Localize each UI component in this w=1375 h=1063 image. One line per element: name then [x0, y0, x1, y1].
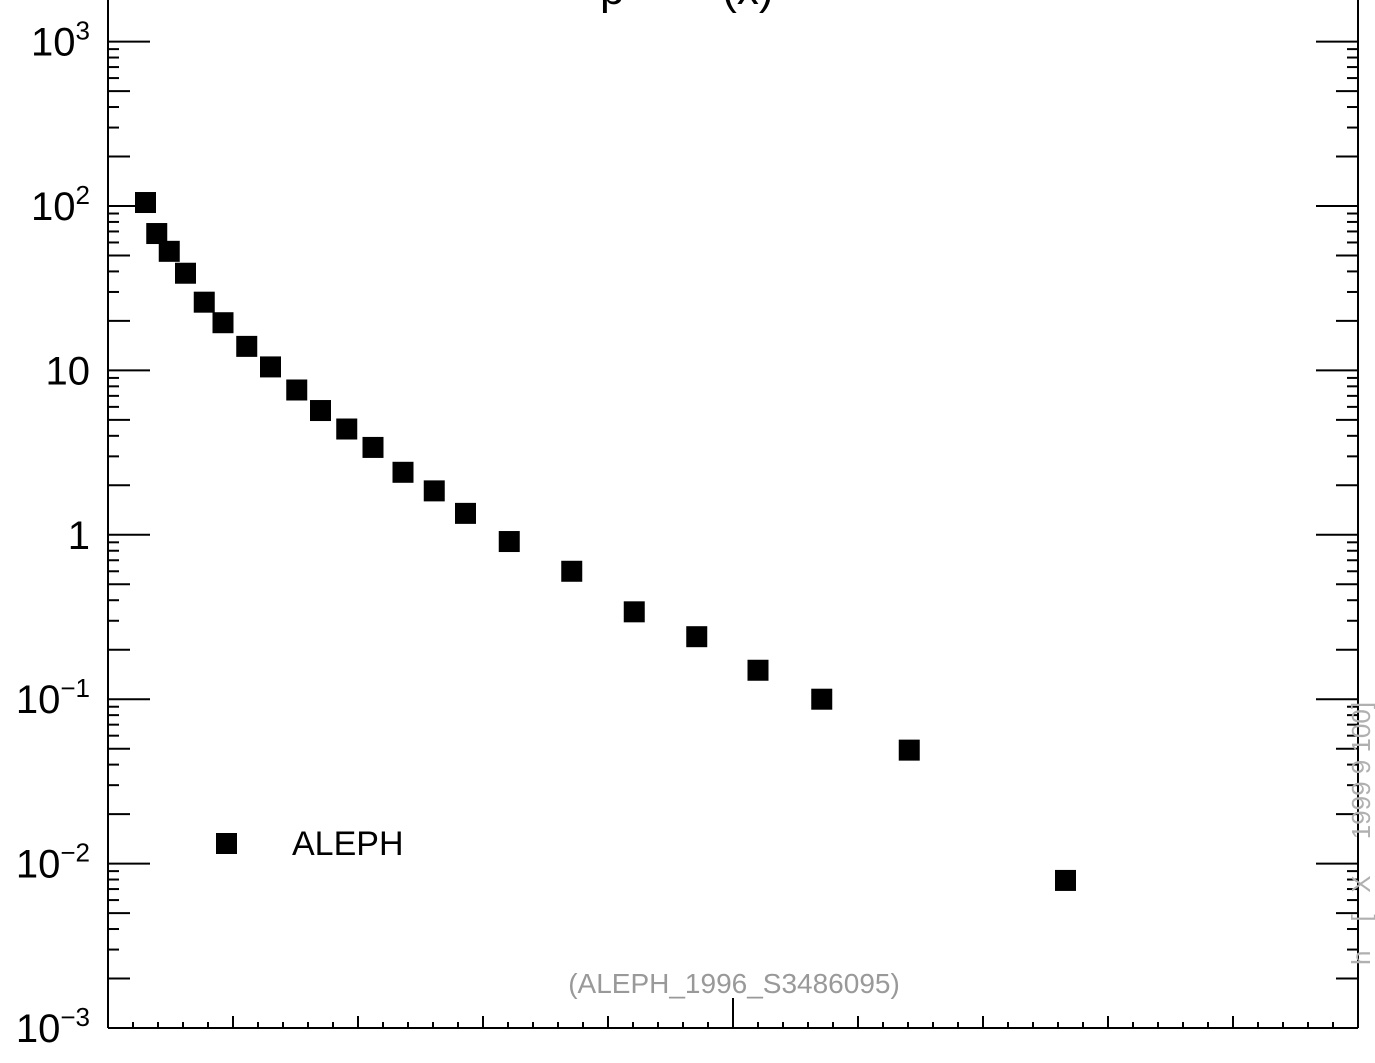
data-point [175, 262, 196, 284]
y-tick-label: 10−3 [16, 1002, 90, 1051]
data-point [236, 335, 258, 357]
data-point [747, 659, 769, 681]
legend-marker-aleph [216, 833, 237, 854]
analysis-id-watermark: (ALEPH_1996_S3486095) [568, 968, 900, 999]
data-point [498, 531, 520, 553]
data-point [811, 688, 833, 710]
data-point [158, 240, 180, 262]
y-axis-ticks [108, 40, 1358, 1029]
legend-label-aleph: ALEPH [292, 825, 404, 863]
data-point [146, 223, 168, 245]
data-point [392, 461, 414, 483]
data-point [135, 192, 156, 214]
data-point [1055, 869, 1076, 891]
y-tick-label: 1 [68, 514, 90, 558]
data-series-aleph [135, 192, 1076, 891]
data-point [623, 601, 645, 623]
x-axis-ticks [107, 998, 1359, 1028]
data-point [423, 480, 445, 502]
chart-title-fragment: p (x) [600, 0, 774, 14]
data-point [455, 502, 476, 524]
y-tick-label: 103 [31, 16, 90, 65]
data-point [362, 436, 384, 458]
data-point [310, 400, 331, 422]
data-point [193, 291, 215, 313]
data-point [686, 626, 708, 648]
legend: ALEPH [216, 825, 404, 863]
data-point [286, 379, 308, 401]
side-version-text: h [ X 1999 9 100] [1346, 702, 1375, 965]
data-point [561, 560, 583, 582]
data-point [212, 312, 234, 334]
y-tick-label: 10 [46, 349, 91, 393]
plot-frame [107, 0, 1359, 1029]
y-tick-label: 102 [31, 180, 90, 229]
y-tick-label: 10−1 [16, 673, 90, 722]
data-point [336, 418, 358, 440]
data-point [260, 356, 281, 378]
data-point [898, 739, 920, 761]
y-tick-label: 10−2 [16, 838, 90, 887]
